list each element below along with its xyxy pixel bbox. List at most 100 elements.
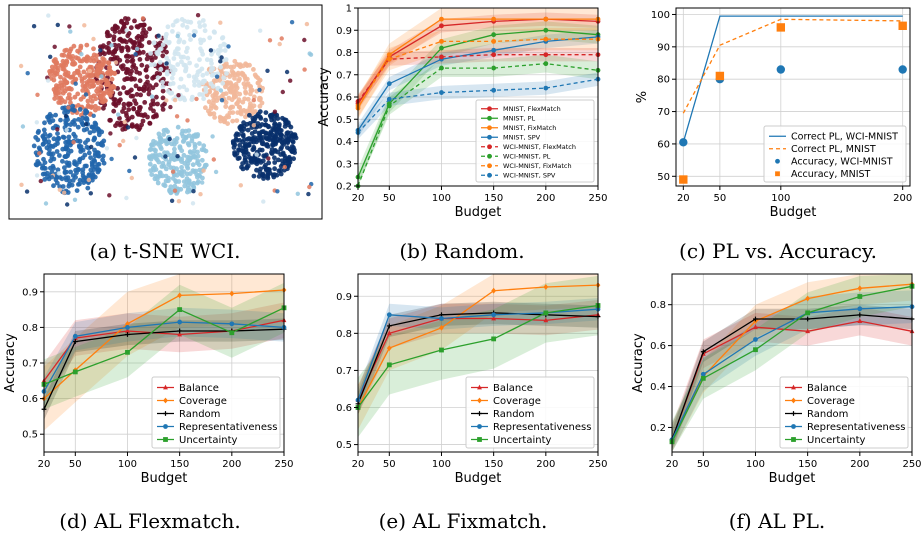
- tsne-point: [137, 57, 143, 62]
- tsne-point: [75, 91, 81, 97]
- tsne-point: [107, 68, 113, 73]
- tsne-point: [258, 116, 264, 121]
- tsne-point: [251, 94, 257, 100]
- tsne-point: [280, 150, 286, 156]
- tsne-point: [91, 46, 96, 52]
- legend-label: Random: [493, 409, 534, 420]
- tsne-point: [295, 191, 300, 196]
- tsne-point: [145, 114, 150, 120]
- series-1: [355, 282, 601, 411]
- tsne-point: [51, 58, 57, 64]
- tsne-point: [221, 75, 227, 81]
- tsne-point: [153, 140, 159, 146]
- tsne-point: [124, 69, 130, 75]
- marker-point: [543, 27, 549, 33]
- tsne-cluster-2: [199, 58, 265, 126]
- tsne-point: [202, 23, 207, 28]
- tsne-point: [34, 173, 40, 178]
- tsne-point: [47, 111, 53, 117]
- tsne-point: [120, 109, 125, 114]
- tsne-point: [242, 96, 248, 102]
- tsne-point: [195, 180, 200, 186]
- band-3: [672, 290, 912, 452]
- tsne-point: [237, 142, 243, 148]
- tsne-point: [224, 82, 230, 88]
- tsne-point: [250, 147, 256, 153]
- x-tick-label: 100: [746, 459, 765, 470]
- y-tick-label: 0.2: [650, 423, 666, 434]
- tsne-point: [156, 159, 162, 165]
- tsne-point: [75, 124, 81, 130]
- tsne-point: [185, 118, 190, 123]
- tsne-point: [174, 18, 180, 24]
- tsne-point: [53, 112, 58, 118]
- tsne-point: [172, 150, 177, 156]
- tsne-point: [107, 33, 113, 38]
- tsne-point: [37, 151, 42, 156]
- tsne-point: [164, 49, 169, 55]
- tsne-point: [257, 87, 262, 93]
- tsne-point: [68, 122, 74, 127]
- legend-label: MNIST, SPV: [503, 134, 541, 142]
- tsne-point: [192, 82, 198, 88]
- tsne-point: [186, 142, 192, 148]
- tsne-point: [260, 139, 265, 145]
- tsne-point: [168, 184, 174, 190]
- tsne-point: [170, 71, 176, 77]
- tsne-point: [143, 81, 149, 87]
- tsne-point: [60, 90, 66, 96]
- tsne-point: [204, 71, 210, 76]
- legend-entry-4: Uncertainty: [471, 435, 552, 446]
- x-tick-label: 100: [118, 459, 137, 470]
- marker-point: [491, 336, 497, 342]
- tsne-point: [176, 179, 182, 184]
- tsne-point: [63, 146, 69, 152]
- tsne-point: [240, 161, 246, 166]
- tsne-point: [229, 97, 235, 103]
- tsne-point: [192, 142, 198, 147]
- tsne-point: [148, 168, 153, 174]
- tsne-point: [220, 35, 226, 40]
- tsne-point: [164, 98, 169, 103]
- tsne-point: [56, 100, 62, 105]
- tsne-point: [71, 140, 76, 145]
- legend-entry-1: Coverage: [785, 396, 855, 407]
- tsne-point: [58, 74, 63, 80]
- tsne-point: [170, 22, 176, 28]
- caption-f: (f) AL PL.: [729, 509, 826, 533]
- tsne-point: [72, 118, 77, 123]
- tsne-point: [96, 150, 101, 156]
- tsne-point: [170, 176, 176, 181]
- panel-d-al-flexmatch: 20 50 100 150 200 250 0.5 0.6 0.7 0.8 0.9 Budget Acc…: [3, 273, 294, 486]
- tsne-point: [70, 59, 76, 64]
- tsne-point: [272, 113, 278, 118]
- tsne-point: [137, 125, 143, 131]
- tsne-point: [234, 118, 240, 123]
- tsne-point: [119, 48, 125, 54]
- tsne-point: [108, 56, 114, 62]
- tsne-point: [77, 177, 83, 183]
- tsne-point: [231, 90, 236, 96]
- tsne-point: [302, 37, 307, 43]
- marker-point: [125, 328, 130, 333]
- marker-point: [386, 81, 392, 87]
- tsne-point: [200, 51, 206, 57]
- tsne-point: [78, 45, 83, 51]
- x-tick-label: 20: [352, 193, 365, 204]
- legend-entry-7: WCI-MNIST, SPV: [481, 172, 556, 180]
- legend-label: Uncertainty: [807, 435, 866, 446]
- tsne-point: [127, 37, 133, 43]
- tsne-point: [92, 159, 98, 164]
- band-3: [358, 30, 598, 138]
- y-axis-label: %: [635, 91, 650, 103]
- marker-point: [72, 369, 78, 375]
- marker-point: [857, 294, 863, 299]
- tsne-point: [57, 184, 63, 190]
- tsne-point: [112, 29, 118, 34]
- y-tick-label: 0.4: [650, 382, 666, 393]
- tsne-point: [213, 105, 219, 111]
- tsne-point: [240, 132, 246, 138]
- y-tick-label: 100: [651, 10, 670, 21]
- tsne-point: [85, 185, 91, 191]
